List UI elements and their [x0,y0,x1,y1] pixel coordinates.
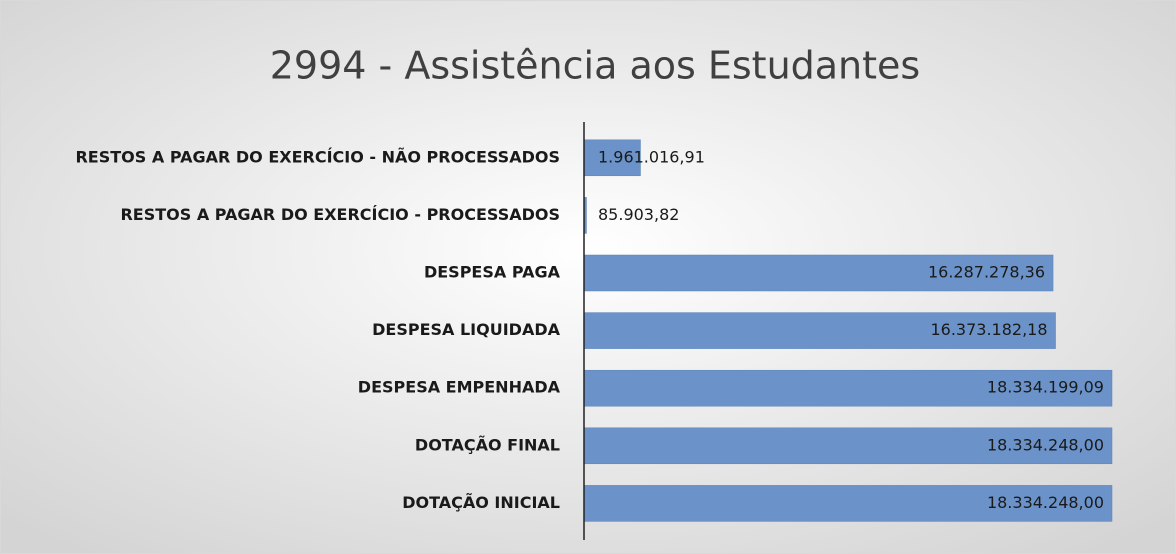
chart-title: 2994 - Assistência aos Estudantes [270,44,920,88]
bar [583,254,1054,292]
category-label: DESPESA EMPENHADA [358,378,561,397]
value-label: 18.334.199,09 [987,378,1104,397]
bar [583,139,641,177]
value-label: 18.334.248,00 [987,435,1104,454]
category-label: RESTOS A PAGAR DO EXERCÍCIO - NÃO PROCES… [75,147,560,166]
bar [583,369,1113,407]
category-label: DESPESA PAGA [424,263,561,282]
value-label: 16.287.278,36 [928,263,1045,282]
value-label: 85.903,82 [598,205,679,224]
bar [583,485,1113,522]
bar [583,427,1113,465]
value-label: 1.961.016,91 [598,147,705,166]
category-label: DOTAÇÃO FINAL [415,435,560,454]
category-label: DOTAÇÃO INICIAL [402,493,560,512]
bar [583,312,1056,349]
category-label: RESTOS A PAGAR DO EXERCÍCIO - PROCESSADO… [120,205,560,224]
category-label: DESPESA LIQUIDADA [372,320,561,339]
value-label: 16.373.182,18 [930,320,1047,339]
value-label: 18.334.248,00 [987,493,1104,512]
